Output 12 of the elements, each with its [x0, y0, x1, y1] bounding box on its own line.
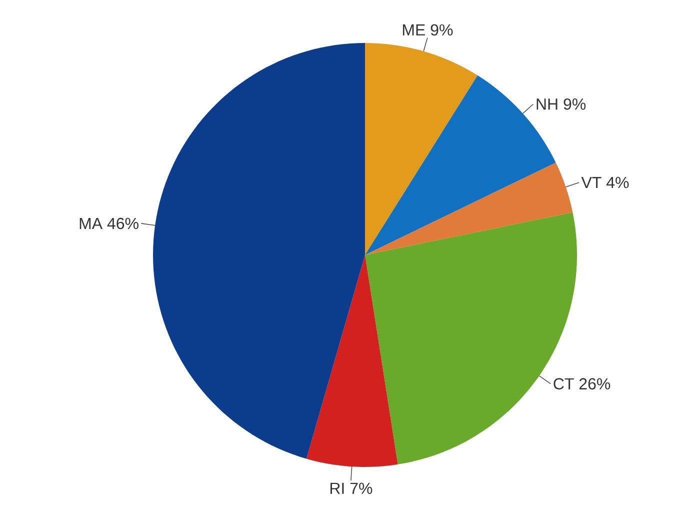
- slice-label: CT: [554, 378, 574, 390]
- slice-label: ME: [402, 24, 425, 36]
- data-label: 9%: [430, 24, 453, 36]
- data-label: 46%: [107, 218, 138, 230]
- slice-label: MA: [80, 218, 103, 229]
- slice-label: VT: [581, 176, 602, 188]
- data-label: 26%: [579, 378, 610, 390]
- data-label: 7%: [350, 482, 372, 494]
- data-label: 4%: [606, 176, 629, 188]
- slice-label: NH: [536, 98, 558, 110]
- data-label: 9%: [564, 98, 586, 110]
- slice-label: RI: [330, 482, 344, 494]
